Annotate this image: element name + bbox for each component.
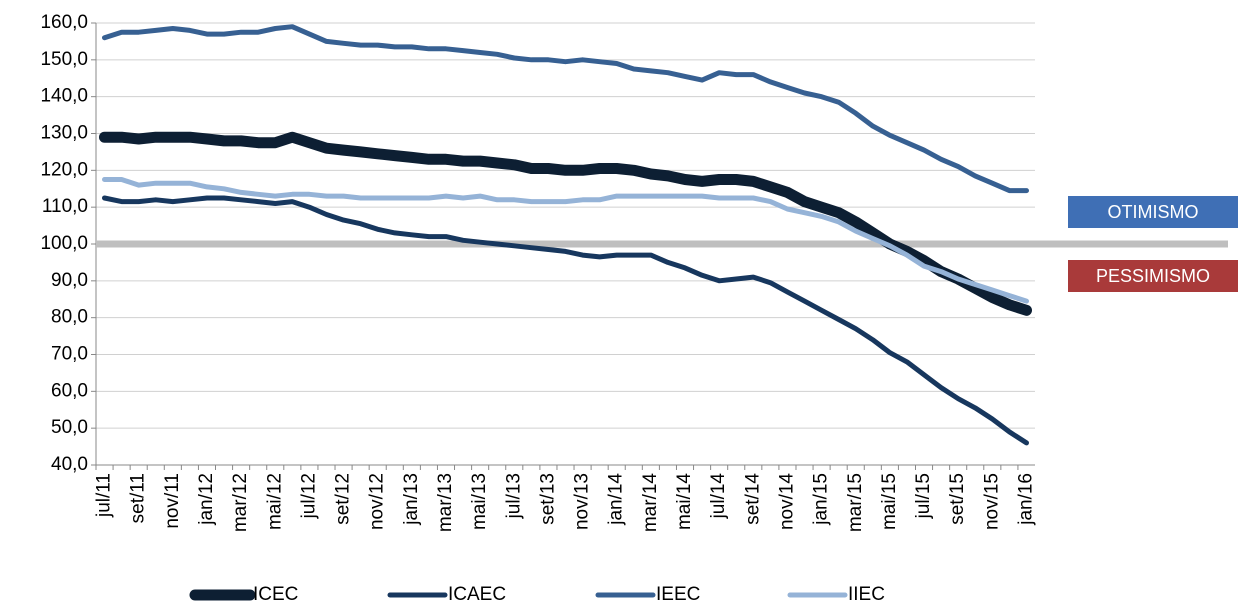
y-tick-label: 140,0: [40, 86, 88, 107]
x-tick-label: jul/11: [94, 473, 115, 518]
legend-label: ICEC: [253, 584, 298, 605]
x-tick-label: jan/12: [196, 473, 217, 526]
x-tick-label: mai/15: [879, 473, 900, 530]
x-tick-label: jan/15: [811, 473, 832, 526]
x-tick-label: mar/14: [640, 473, 661, 533]
x-tick-label: set/14: [742, 473, 763, 525]
y-tick-label: 120,0: [40, 159, 88, 180]
x-tick-label: set/12: [333, 473, 354, 525]
x-tick-label: nov/12: [367, 473, 388, 530]
y-tick-label: 160,0: [40, 12, 88, 33]
x-tick-label: nov/15: [981, 473, 1002, 530]
y-tick-label: 90,0: [51, 270, 88, 291]
x-tick-label: mai/13: [469, 473, 490, 530]
x-tick-label: mar/15: [845, 473, 866, 532]
y-tick-label: 150,0: [40, 49, 88, 70]
x-tick-label: jan/16: [1015, 473, 1036, 526]
x-tick-label: jul/14: [708, 473, 729, 520]
annotation: OTIMISMO: [1108, 202, 1199, 222]
x-tick-label: jul/13: [503, 473, 524, 519]
y-tick-label: 60,0: [51, 380, 88, 401]
series-line: [102, 24, 1029, 194]
legend-label: IIEC: [848, 584, 885, 605]
y-tick-label: 40,0: [51, 454, 88, 475]
annotation-box: [1068, 196, 1238, 228]
y-tick-label: 110,0: [42, 196, 88, 217]
x-tick-label: mar/12: [230, 473, 251, 532]
annotation: PESSIMISMO: [1096, 266, 1210, 286]
annotation-box: [1068, 260, 1238, 292]
x-tick-label: mai/12: [264, 473, 285, 530]
x-tick-label: nov/11: [162, 473, 183, 529]
x-tick-label: jul/15: [913, 473, 934, 519]
x-tick-label: set/13: [537, 473, 558, 525]
x-tick-label: set/11: [128, 473, 149, 523]
y-tick-label: 80,0: [51, 307, 88, 328]
series-line: [99, 131, 1032, 316]
y-tick-label: 130,0: [40, 123, 88, 144]
x-tick-label: jan/14: [606, 473, 627, 526]
x-tick-label: mai/14: [674, 473, 695, 530]
x-tick-label: set/15: [947, 473, 968, 525]
y-tick-label: 70,0: [51, 344, 88, 365]
legend-label: IEEC: [656, 584, 700, 605]
series-line: [102, 177, 1029, 304]
x-tick-label: nov/14: [776, 473, 797, 530]
legend-label: ICAEC: [448, 584, 506, 605]
x-tick-label: mar/13: [435, 473, 456, 532]
y-tick-label: 100,0: [40, 233, 88, 254]
y-tick-label: 50,0: [51, 417, 88, 438]
x-tick-label: jul/12: [298, 473, 319, 519]
x-tick-label: jan/13: [401, 473, 422, 526]
x-tick-label: nov/13: [572, 473, 593, 530]
series-line: [102, 195, 1029, 446]
